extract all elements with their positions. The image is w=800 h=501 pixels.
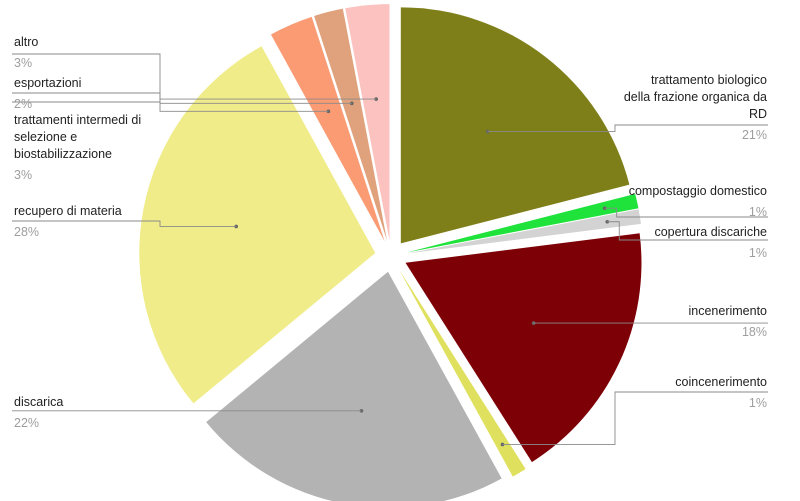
- slice-percent: 3%: [14, 56, 32, 70]
- slice-percent: 2%: [14, 97, 32, 111]
- slice-label: biostabilizzazione: [14, 147, 112, 161]
- slice-percent: 22%: [14, 416, 39, 430]
- slice-label: incenerimento: [688, 304, 767, 318]
- slice-percent: 1%: [749, 246, 767, 260]
- slice-label: trattamento biologico: [651, 73, 767, 87]
- slice-percent: 21%: [742, 128, 767, 142]
- slice-label: trattamenti intermedi di: [14, 113, 141, 127]
- slice-label: selezione e: [14, 130, 77, 144]
- slice-percent: 1%: [749, 205, 767, 219]
- slice-label: discarica: [14, 395, 63, 409]
- slice-label: compostaggio domestico: [629, 184, 767, 198]
- slice-percent: 28%: [14, 225, 39, 239]
- slice-label: RD: [749, 107, 767, 121]
- pie-slices: [139, 4, 641, 501]
- slice-percent: 3%: [14, 168, 32, 182]
- slice-label: esportazioni: [14, 76, 81, 90]
- slice-percent: 18%: [742, 325, 767, 339]
- slice-label: recupero di materia: [14, 204, 122, 218]
- slice-label: coincenerimento: [675, 375, 767, 389]
- slice-label: copertura discariche: [654, 225, 767, 239]
- slice-label: altro: [14, 35, 38, 49]
- slice-percent: 1%: [749, 396, 767, 410]
- slice-label: della frazione organica da: [624, 90, 767, 104]
